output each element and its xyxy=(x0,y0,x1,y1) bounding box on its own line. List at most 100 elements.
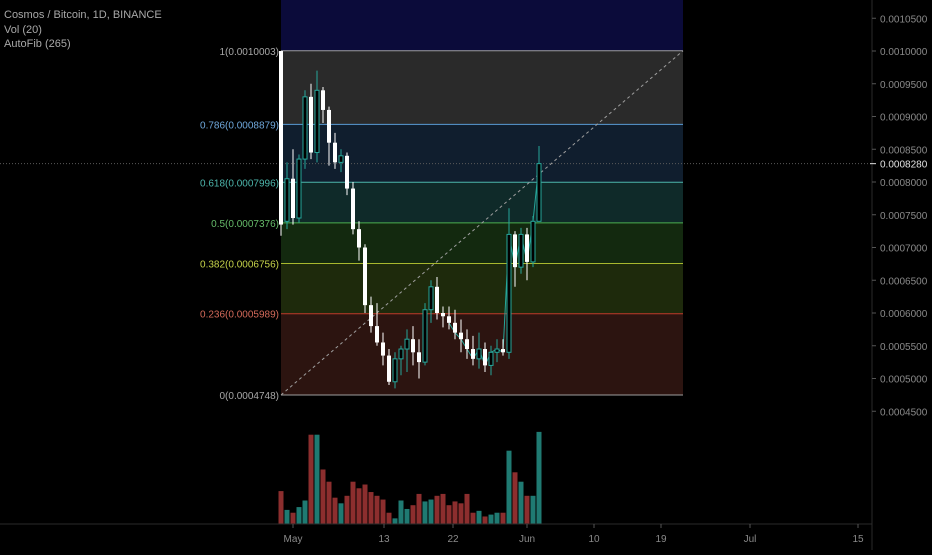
volume-bar xyxy=(302,500,308,524)
candle-body xyxy=(506,233,512,353)
candle-body xyxy=(375,326,379,343)
volume-bar xyxy=(446,505,452,524)
candle-body xyxy=(422,309,428,363)
time-tick-label: 15 xyxy=(852,534,864,545)
volume-bar xyxy=(392,518,398,524)
candle-body xyxy=(338,155,344,163)
symbol-title[interactable]: Cosmos / Bitcoin, 1D, BINANCE xyxy=(4,9,162,21)
candle-body xyxy=(476,348,482,360)
candle-body xyxy=(333,142,337,163)
volume-bar xyxy=(380,499,386,524)
candle-body xyxy=(279,51,283,225)
last-price-label: 0.0008280 xyxy=(880,160,928,171)
candle-body xyxy=(488,351,494,366)
volume-bar xyxy=(374,495,380,524)
volume-bar xyxy=(482,516,488,524)
volume-bar xyxy=(332,497,338,524)
price-tick-label: 0.0008000 xyxy=(880,178,928,189)
price-tick-label: 0.0004500 xyxy=(880,407,928,418)
fib-level-label: 0.236(0.0005989) xyxy=(200,310,279,321)
autofib-trend-line xyxy=(280,50,684,396)
candle-body xyxy=(501,349,505,353)
volume-bar xyxy=(428,499,434,524)
volume-bar xyxy=(464,493,470,524)
volume-bar xyxy=(284,509,290,524)
fib-labels: 1(0.0010003) 0.786(0.0008879) 0.618(0.0007… xyxy=(200,47,279,402)
fib-zone xyxy=(281,50,683,125)
volume-bar xyxy=(452,501,458,524)
candle-body xyxy=(411,339,415,353)
candle-body xyxy=(435,286,439,313)
candle-body xyxy=(483,349,487,366)
fib-zone xyxy=(281,222,683,264)
fib-level-label: 0.618(0.0007996) xyxy=(200,178,279,189)
candle-body xyxy=(417,352,421,363)
candle-body xyxy=(381,342,385,356)
candle-body xyxy=(428,286,434,311)
fib-zone xyxy=(281,263,683,314)
volume-bar xyxy=(416,493,422,524)
candle-body xyxy=(530,220,536,263)
volume-indicator-label[interactable]: Vol (20) xyxy=(4,23,42,36)
volume-bar xyxy=(362,484,368,524)
time-tick-label: 19 xyxy=(655,534,667,545)
fib-level-label: 0.5(0.0007376) xyxy=(211,219,279,230)
volume-bar xyxy=(506,450,512,524)
fib-zone xyxy=(281,313,683,396)
price-axis: 0.0004500 0.0005000 0.0005500 0.0006000 0.00… xyxy=(870,0,928,550)
candle-body xyxy=(357,229,361,248)
volume-bar xyxy=(440,493,446,524)
candle-body xyxy=(536,163,542,222)
candle-body xyxy=(513,234,517,268)
candle-body xyxy=(314,89,320,154)
volume-bar xyxy=(536,431,542,524)
volume-bar xyxy=(410,505,416,524)
volume-bar xyxy=(308,434,314,524)
price-tick-label: 0.0009000 xyxy=(880,113,928,124)
volume-bar xyxy=(398,500,404,524)
fib-zone-extension xyxy=(281,0,683,51)
candle-body xyxy=(363,247,367,306)
volume-bar xyxy=(518,481,524,524)
trend-lines xyxy=(0,50,872,396)
price-tick-label: 0.0007500 xyxy=(880,211,928,222)
volume-bars xyxy=(278,431,542,524)
volume-bar xyxy=(338,503,344,524)
price-tick-label: 0.0005500 xyxy=(880,342,928,353)
volume-bar xyxy=(290,512,296,524)
candle-body xyxy=(453,322,457,333)
candle-body xyxy=(494,348,500,353)
volume-bar xyxy=(278,491,284,524)
fib-level-label: 0(0.0004748) xyxy=(220,391,280,402)
candle-body xyxy=(369,305,373,327)
volume-bar xyxy=(344,495,350,524)
volume-bar xyxy=(422,501,428,524)
candle-body xyxy=(309,96,313,153)
price-tick-label: 0.0006500 xyxy=(880,276,928,287)
volume-bar xyxy=(530,495,536,524)
volume-bar xyxy=(524,495,530,524)
fib-zones xyxy=(281,0,683,396)
time-tick-label: 13 xyxy=(378,534,390,545)
candle-body xyxy=(387,355,391,382)
autofib-indicator-label[interactable]: AutoFib (265) xyxy=(4,38,71,50)
candle-body xyxy=(284,178,290,222)
chart-legend: Cosmos / Bitcoin, 1D, BINANCE Vol (20) A… xyxy=(4,8,162,52)
volume-bar xyxy=(488,514,494,524)
volume-bar xyxy=(350,481,356,524)
candles xyxy=(279,51,542,389)
price-tick-label: 0.0009500 xyxy=(880,80,928,91)
volume-bar xyxy=(296,507,302,524)
candle-body xyxy=(465,339,469,350)
candle-body xyxy=(351,188,355,230)
volume-bar xyxy=(314,434,320,524)
candle-body xyxy=(345,155,349,189)
volume-bar xyxy=(404,508,410,524)
volume-bar xyxy=(320,469,326,524)
volume-bar xyxy=(458,503,464,524)
fib-zone xyxy=(281,182,683,223)
volume-bar xyxy=(386,512,392,524)
volume-bar xyxy=(326,481,332,524)
